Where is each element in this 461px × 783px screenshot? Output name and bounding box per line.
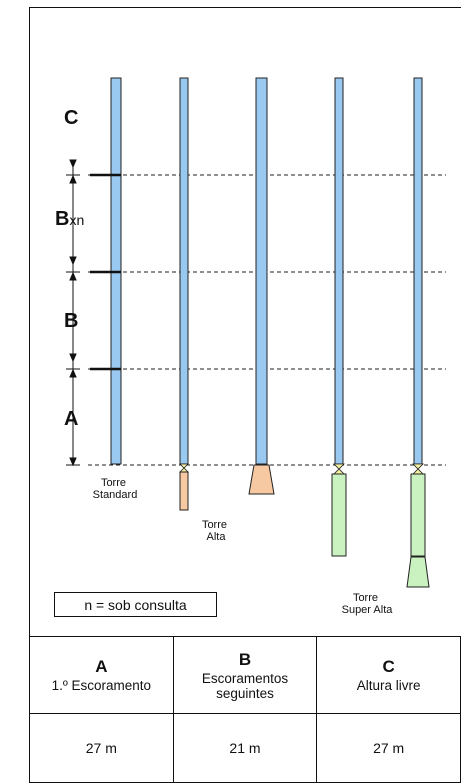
label-torre-standard: Torre Standard xyxy=(93,477,138,501)
arrow-icon xyxy=(69,353,77,363)
tower-3 xyxy=(248,77,275,495)
tower-alta xyxy=(179,77,189,511)
dim-label-bxn: Bxn xyxy=(55,208,84,230)
tower-super-alta xyxy=(406,77,430,588)
header-cell-a: A 1.º Escoramento xyxy=(29,636,174,714)
dimension-line xyxy=(66,159,80,467)
base-foot xyxy=(406,556,430,588)
header-cell-b: B Escoramentos seguintes xyxy=(172,636,318,714)
connector-icon xyxy=(412,463,424,475)
label-torre-alta: Torre Alta xyxy=(202,519,230,543)
table-header-row: A 1.º Escoramento B Escoramentos seguint… xyxy=(29,636,461,714)
connector-icon xyxy=(179,463,189,473)
arrow-icon xyxy=(69,457,77,467)
base-section xyxy=(410,473,426,557)
tower-standard xyxy=(90,77,122,465)
diagram-panel xyxy=(29,7,461,783)
tower-diagram: C Bxn B A Torre Standard Torre xyxy=(55,77,446,616)
arrow-icon xyxy=(69,368,77,378)
arrow-icon xyxy=(69,256,77,266)
legend-note: n = sob consulta xyxy=(54,592,217,617)
spec-table: A 1.º Escoramento B Escoramentos seguint… xyxy=(29,636,461,783)
header-cell-c: C Altura livre xyxy=(316,636,461,714)
base-section xyxy=(248,464,275,495)
label-torre-super-alta: Torre Super Alta xyxy=(342,592,394,616)
mast xyxy=(334,77,344,465)
base-section xyxy=(331,473,347,557)
value-cell-a: 27 m xyxy=(29,713,174,783)
dim-label-a: A xyxy=(64,408,78,430)
mast xyxy=(255,77,268,465)
dim-label-c: C xyxy=(64,107,78,129)
mast xyxy=(179,77,189,465)
arrow-icon xyxy=(69,271,77,281)
value-cell-c: 27 m xyxy=(316,713,461,783)
table-row: 27 m 21 m 27 m xyxy=(29,713,461,783)
mast xyxy=(413,77,423,465)
arrow-icon xyxy=(69,159,77,169)
arrow-icon xyxy=(69,174,77,184)
value-cell-b: 21 m xyxy=(172,713,318,783)
dim-label-b: B xyxy=(64,310,78,332)
connector-icon xyxy=(333,463,345,475)
tower-4 xyxy=(331,77,347,557)
base-section xyxy=(179,471,189,511)
